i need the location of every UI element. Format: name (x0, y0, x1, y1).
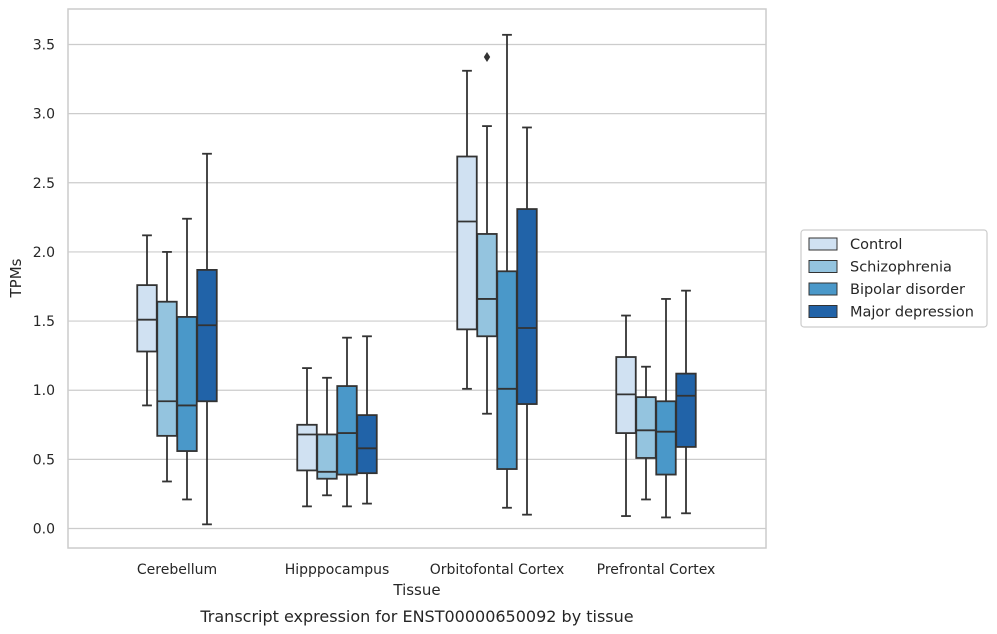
box-group (496, 33, 518, 509)
legend-swatch (808, 282, 838, 296)
y-tick-label: 2.5 (33, 176, 55, 192)
box-iqr (655, 400, 677, 476)
y-tick-label: 2.0 (33, 245, 55, 261)
legend: Control Schizophrenia Bipolar disorder Majo… (800, 229, 988, 328)
y-tick-label: 0.5 (33, 452, 55, 468)
y-tick-label: 3.0 (33, 107, 55, 123)
y-axis-label: TPMs (7, 258, 25, 298)
y-tick-label: 0.0 (33, 522, 55, 538)
box-group (316, 376, 338, 497)
box-group (196, 152, 218, 526)
legend-label: Schizophrenia (850, 260, 952, 276)
legend-label: Major depression (850, 305, 974, 321)
x-tick-labels: Cerebellum Hipppocampus Orbitofontal Corte… (137, 562, 715, 578)
box-iqr (675, 372, 697, 448)
legend-label: Bipolar disorder (850, 282, 965, 298)
box-group (476, 51, 498, 415)
box-iqr (356, 414, 378, 475)
plot-frame (67, 8, 767, 549)
box-groups (136, 33, 697, 526)
box-iqr (336, 385, 358, 476)
box-iqr (635, 396, 657, 459)
box-group (615, 314, 637, 517)
box-group (156, 251, 178, 483)
outlier-point (483, 51, 491, 62)
y-tick-labels: 0.0 0.5 1.0 1.5 2.0 2.5 3.0 3.5 (33, 38, 55, 538)
legend-frame (800, 229, 988, 328)
x-tick-label: Cerebellum (137, 562, 217, 578)
box-iqr (496, 270, 518, 470)
legend-swatch (808, 237, 838, 251)
legend-swatch (808, 260, 838, 273)
chart-caption: Transcript expression for ENST0000065009… (199, 607, 633, 626)
box-group (635, 365, 657, 501)
box-group (655, 298, 677, 519)
box-group (136, 234, 158, 407)
box-iqr (456, 155, 478, 331)
box-group (176, 217, 198, 501)
x-tick-label: Hipppocampus (285, 562, 390, 578)
box-iqr (516, 208, 538, 405)
legend-swatch (808, 305, 838, 318)
box-group (336, 336, 358, 508)
box-group (456, 69, 478, 390)
y-tick-label: 1.5 (33, 314, 55, 330)
y-tick-label: 1.0 (33, 383, 55, 399)
box-iqr (196, 269, 218, 403)
box-group (296, 367, 318, 508)
y-tick-label: 3.5 (33, 38, 55, 54)
box-group (675, 289, 697, 515)
x-tick-label: Prefrontal Cortex (597, 562, 716, 578)
box-iqr (156, 300, 178, 437)
legend-label: Control (850, 237, 902, 253)
box-group (516, 126, 538, 516)
box-group (356, 335, 378, 505)
box-iqr (176, 316, 198, 452)
x-tick-label: Orbitofontal Cortex (430, 562, 565, 578)
box-iqr (476, 233, 498, 338)
box-iqr (136, 284, 158, 353)
box-iqr (296, 423, 318, 472)
x-axis-label: Tissue (392, 581, 440, 599)
